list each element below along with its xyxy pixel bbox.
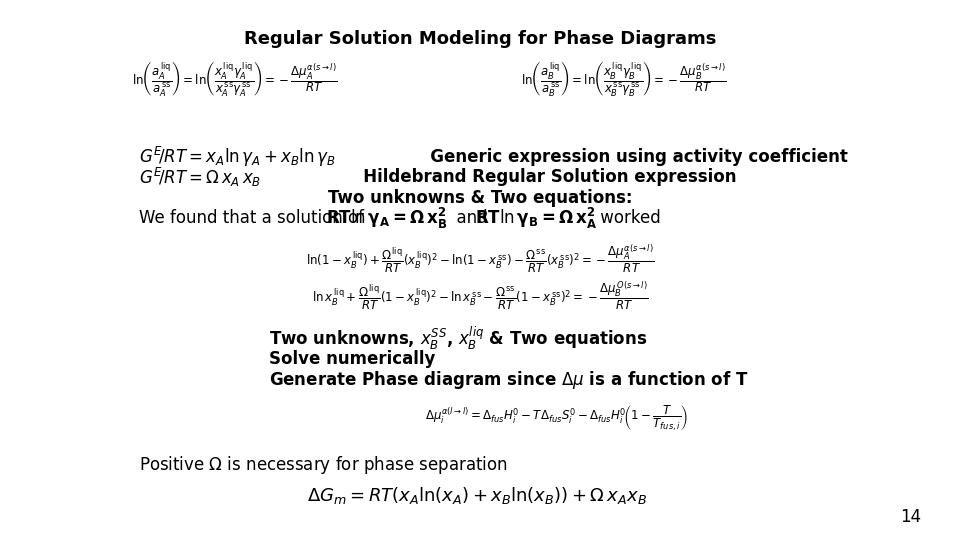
- Text: Two unknowns, $x_B^{SS}$, $x_B^{liq}$ & Two equations: Two unknowns, $x_B^{SS}$, $x_B^{liq}$ & …: [269, 325, 647, 353]
- Text: Hildebrand Regular Solution expression: Hildebrand Regular Solution expression: [346, 168, 736, 186]
- Text: Two unknowns & Two equations:: Two unknowns & Two equations:: [327, 188, 633, 207]
- Text: and: and: [446, 209, 498, 227]
- Text: $G^E\!/RT = \Omega\, x_A\, x_B$: $G^E\!/RT = \Omega\, x_A\, x_B$: [139, 166, 261, 188]
- Text: $\mathbf{RT\ln\gamma_B=\Omega\, x_A^2}$: $\mathbf{RT\ln\gamma_B=\Omega\, x_A^2}$: [475, 206, 597, 231]
- Text: Generate Phase diagram since $\Delta\mu$ is a function of T: Generate Phase diagram since $\Delta\mu$…: [269, 369, 749, 390]
- Text: worked: worked: [595, 209, 660, 227]
- Text: Solve numerically: Solve numerically: [269, 350, 435, 368]
- Text: $\ln(1-x_B^{\,\mathrm{liq}})+\dfrac{\Omega^{\,\mathrm{liq}}}{RT}(x_B^{\,\mathrm{: $\ln(1-x_B^{\,\mathrm{liq}})+\dfrac{\Ome…: [305, 243, 655, 275]
- Text: Positive $\Omega$ is necessary for phase separation: Positive $\Omega$ is necessary for phase…: [139, 455, 508, 476]
- Text: Regular Solution Modeling for Phase Diagrams: Regular Solution Modeling for Phase Diag…: [244, 30, 716, 48]
- Text: We found that a solution of: We found that a solution of: [139, 209, 370, 227]
- Text: $\ln x_B^{\,\mathrm{liq}}+\dfrac{\Omega^{\,\mathrm{liq}}}{RT}(1-x_B^{\,\mathrm{l: $\ln x_B^{\,\mathrm{liq}}+\dfrac{\Omega^…: [312, 280, 648, 312]
- Text: $\ln\!\left(\dfrac{a_B^{\,\mathrm{liq}}}{a_B^{\,\mathrm{ss}}}\right)=\ln\!\left(: $\ln\!\left(\dfrac{a_B^{\,\mathrm{liq}}}…: [521, 59, 727, 98]
- Text: $\ln\!\left(\dfrac{a_A^{\,\mathrm{liq}}}{a_A^{\,\mathrm{ss}}}\right)=\ln\!\left(: $\ln\!\left(\dfrac{a_A^{\,\mathrm{liq}}}…: [132, 59, 338, 98]
- Text: 14: 14: [900, 509, 922, 526]
- Text: $G^E\!/RT = x_A \ln\gamma_A + x_B \ln\gamma_B$: $G^E\!/RT = x_A \ln\gamma_A + x_B \ln\ga…: [139, 145, 336, 168]
- Text: Generic expression using activity coefficient: Generic expression using activity coeffi…: [413, 147, 848, 166]
- Text: $\mathbf{RT\ln\gamma_A=\Omega\, x_B^2}$: $\mathbf{RT\ln\gamma_A=\Omega\, x_B^2}$: [326, 206, 447, 231]
- Text: $\Delta G_m = RT(x_A\ln(x_A) + x_B\ln(x_B)) + \Omega\, x_A x_B$: $\Delta G_m = RT(x_A\ln(x_A) + x_B\ln(x_…: [307, 485, 647, 505]
- Text: $\Delta\mu_i^{\alpha(l\to l)}=\Delta_{fus}H_i^0-T\Delta_{fus}S_i^0-\Delta_{fus}H: $\Delta\mu_i^{\alpha(l\to l)}=\Delta_{fu…: [425, 404, 688, 433]
